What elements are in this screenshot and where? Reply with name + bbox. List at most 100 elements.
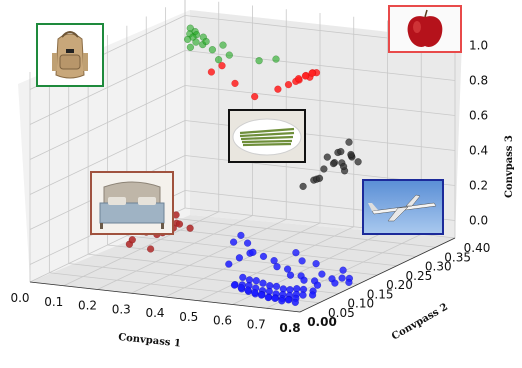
data-point-series-3 xyxy=(128,236,136,244)
x-tick-label: 0.6 xyxy=(213,314,232,328)
data-point-series-2 xyxy=(337,147,345,156)
data-point-series-4 xyxy=(308,291,317,299)
data-point-series-4 xyxy=(300,276,308,284)
data-points xyxy=(125,24,362,307)
apple-image xyxy=(388,5,462,53)
z-tick-label: 0.6 xyxy=(469,109,488,123)
data-point-series-0 xyxy=(255,57,263,65)
data-point-series-1 xyxy=(301,72,310,80)
asparagus-image xyxy=(228,109,306,163)
data-point-series-4 xyxy=(345,278,353,287)
backpack-image xyxy=(36,23,104,87)
bed-image xyxy=(90,171,174,235)
floor-grid-y xyxy=(165,216,436,248)
data-point-series-1 xyxy=(274,85,282,93)
data-point-series-4 xyxy=(251,288,259,297)
y-tick-label: 0.35 xyxy=(444,250,471,264)
data-point-series-4 xyxy=(298,257,306,265)
data-point-series-4 xyxy=(338,274,346,282)
left-grid-z xyxy=(29,120,186,195)
data-point-series-4 xyxy=(249,248,257,256)
data-point-series-4 xyxy=(259,279,267,287)
data-point-series-1 xyxy=(284,80,293,89)
data-point-series-1 xyxy=(218,62,226,70)
z-tick-label: 0.2 xyxy=(469,179,488,193)
data-point-series-0 xyxy=(186,43,195,51)
data-point-series-2 xyxy=(299,182,307,191)
left-grid-z xyxy=(29,50,186,125)
left-grid-z xyxy=(29,85,186,160)
data-point-series-3 xyxy=(175,220,184,228)
data-point-series-1 xyxy=(308,69,316,77)
data-point-series-0 xyxy=(214,56,223,64)
x-tick-label: 0.3 xyxy=(112,302,131,316)
data-point-series-4 xyxy=(239,273,247,282)
x-tick-label: 0.7 xyxy=(247,317,266,331)
data-point-series-0 xyxy=(225,51,233,59)
data-point-series-4 xyxy=(318,270,326,278)
data-point-series-4 xyxy=(291,298,299,307)
floor-pane xyxy=(30,215,455,312)
data-point-series-4 xyxy=(292,249,300,257)
data-point-series-4 xyxy=(278,297,286,305)
data-point-series-0 xyxy=(208,46,217,54)
data-point-series-4 xyxy=(271,294,279,303)
data-point-series-4 xyxy=(272,282,281,291)
data-point-series-4 xyxy=(225,260,233,268)
tick-labels: 0.0 0.1 0.2 0.3 0.4 0.5 0.6 0.7 0.8 0.000.050.100… xyxy=(10,39,490,336)
data-point-series-0 xyxy=(219,41,227,49)
data-point-series-1 xyxy=(251,92,259,101)
data-point-series-2 xyxy=(347,150,355,159)
y-tick-label: 0.15 xyxy=(367,287,394,301)
data-point-series-0 xyxy=(272,55,280,63)
y-tick-label: 0.00 xyxy=(307,315,337,329)
z-tick-label: 1.0 xyxy=(469,39,488,53)
data-point-series-2 xyxy=(329,159,338,168)
data-point-series-2 xyxy=(315,174,324,182)
x-tick-label: 0.0 xyxy=(10,291,29,305)
data-point-series-4 xyxy=(244,286,252,294)
x-tick-label: 0.8 xyxy=(279,321,300,335)
data-point-series-0 xyxy=(192,38,200,46)
x-tick-label: 0.2 xyxy=(78,299,97,313)
data-point-series-4 xyxy=(264,293,272,302)
data-point-series-4 xyxy=(331,279,339,287)
data-point-series-0 xyxy=(183,35,192,44)
z-axis-label: Convpass 3 xyxy=(504,135,515,198)
airplane-image xyxy=(362,179,444,235)
data-point-series-4 xyxy=(230,281,239,289)
data-point-series-4 xyxy=(237,283,245,292)
data-point-series-4 xyxy=(252,277,260,285)
data-point-series-0 xyxy=(202,37,210,46)
x-tick-label: 0.4 xyxy=(145,306,164,320)
data-point-series-4 xyxy=(284,296,293,304)
data-point-series-2 xyxy=(345,138,353,146)
data-point-series-4 xyxy=(257,291,266,299)
data-point-series-2 xyxy=(323,153,331,161)
data-point-series-4 xyxy=(313,281,322,289)
data-point-series-1 xyxy=(231,79,239,88)
y-tick-label: 0.25 xyxy=(406,269,433,283)
data-point-series-4 xyxy=(299,291,307,299)
pane-edges xyxy=(29,237,456,313)
y-tick-label: 0.30 xyxy=(425,260,452,274)
data-point-series-2 xyxy=(320,165,328,173)
y-tick-label: 0.40 xyxy=(464,241,491,255)
data-point-series-4 xyxy=(229,238,238,246)
data-point-series-1 xyxy=(207,68,216,76)
y-tick-label: 0.05 xyxy=(328,306,355,320)
x-tick-label: 0.5 xyxy=(179,310,198,324)
z-tick-label: 0.0 xyxy=(469,214,488,228)
back-grid-z xyxy=(184,85,456,116)
x-axis-label: Convpass 1 xyxy=(118,332,182,350)
data-point-series-2 xyxy=(354,158,362,166)
data-point-series-3 xyxy=(186,224,194,232)
data-point-series-4 xyxy=(270,256,278,265)
floor-grid-y xyxy=(126,235,397,267)
data-point-series-4 xyxy=(273,263,281,271)
y-axis-label: Convpass 2 xyxy=(390,302,450,343)
x-tick-label: 0.1 xyxy=(44,295,63,309)
data-point-series-1 xyxy=(294,75,303,83)
y-tick-label: 0.20 xyxy=(386,278,413,292)
data-point-series-4 xyxy=(312,260,320,268)
